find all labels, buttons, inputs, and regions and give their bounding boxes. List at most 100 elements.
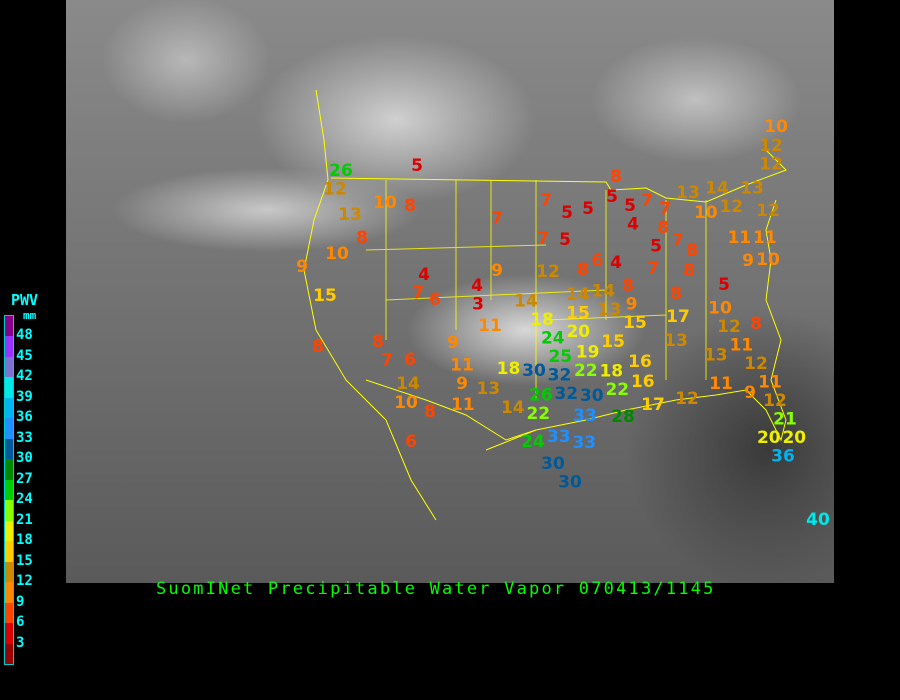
station-pwv-value: 7	[641, 191, 653, 211]
station-pwv-value: 22	[526, 404, 550, 424]
station-pwv-value: 24	[541, 329, 565, 349]
station-pwv-value: 6	[591, 251, 603, 271]
color-band	[5, 541, 13, 562]
station-pwv-value: 8	[404, 196, 416, 216]
color-band	[5, 520, 13, 542]
station-pwv-value: 8	[750, 314, 762, 334]
station-pwv-value: 15	[623, 313, 647, 333]
station-pwv-value: 30	[541, 454, 565, 474]
color-band	[5, 397, 13, 419]
station-pwv-value: 8	[610, 167, 622, 187]
color-band	[5, 602, 13, 624]
station-pwv-value: 12	[675, 389, 699, 409]
station-pwv-value: 8	[657, 218, 669, 238]
station-pwv-value: 11	[729, 336, 753, 356]
color-band	[5, 459, 13, 480]
station-pwv-value: 12	[719, 197, 743, 217]
station-pwv-value: 11	[478, 316, 502, 336]
station-pwv-value: 18	[497, 359, 521, 379]
color-scale-label: 39	[16, 388, 33, 405]
station-pwv-value: 9	[456, 374, 468, 394]
station-pwv-value: 28	[611, 407, 635, 427]
station-pwv-value: 9	[296, 257, 308, 277]
satellite-map: 26 12 13 10 8 5 8 10 9 15 8 8 7 6 4 7 6 4 3 7 9 11 9 11 9 13 11 14 1…	[66, 0, 834, 583]
station-pwv-value: 5	[718, 275, 730, 295]
station-pwv-value: 11	[709, 374, 733, 394]
station-pwv-value: 40	[806, 510, 830, 530]
station-pwv-value: 20	[782, 428, 806, 448]
station-pwv-value: 6	[405, 432, 417, 452]
map-title: SuomINet Precipitable Water Vapor 070413…	[156, 579, 716, 599]
station-pwv-value: 25	[548, 347, 572, 367]
west-coast	[303, 89, 437, 521]
station-pwv-value: 13	[740, 179, 764, 199]
station-pwv-value: 32	[554, 384, 578, 404]
station-pwv-value: 13	[664, 331, 688, 351]
color-band	[5, 500, 13, 521]
station-pwv-value: 12	[763, 391, 787, 411]
color-scale-label: 12	[16, 573, 33, 590]
station-pwv-value: 10	[708, 299, 732, 319]
station-pwv-value: 5	[411, 156, 423, 176]
color-band	[5, 418, 13, 439]
color-scale-label: 45	[16, 347, 33, 364]
station-pwv-value: 7	[412, 283, 424, 303]
station-pwv-value: 12	[536, 262, 560, 282]
station-pwv-value: 7	[540, 191, 552, 211]
station-pwv-value: 11	[727, 228, 751, 248]
station-pwv-value: 30	[558, 472, 582, 492]
legend-title: PWV	[11, 291, 39, 309]
station-pwv-value: 13	[598, 300, 622, 320]
station-pwv-value: 9	[491, 261, 503, 281]
color-band	[5, 582, 13, 603]
color-band	[5, 356, 13, 378]
station-pwv-value: 12	[759, 136, 783, 156]
color-scale-label: 27	[16, 470, 33, 487]
station-pwv-value: 32	[548, 366, 572, 386]
station-pwv-value: 4	[627, 214, 639, 234]
station-pwv-value: 30	[522, 361, 546, 381]
color-band	[5, 377, 13, 398]
station-pwv-value: 11	[758, 373, 782, 393]
station-pwv-value: 6	[404, 350, 416, 370]
color-band	[5, 316, 13, 337]
station-pwv-value: 14	[514, 292, 538, 312]
station-pwv-value: 15	[313, 286, 337, 306]
station-pwv-value: 8	[372, 332, 384, 352]
station-pwv-value: 12	[756, 201, 780, 221]
station-pwv-value: 4	[418, 265, 430, 285]
station-pwv-value: 13	[476, 379, 500, 399]
station-pwv-value: 18	[530, 310, 554, 330]
station-pwv-value: 14	[705, 178, 729, 198]
station-pwv-value: 8	[577, 260, 589, 280]
station-pwv-value: 10	[373, 193, 397, 213]
station-pwv-value: 15	[601, 332, 625, 352]
station-pwv-value: 15	[566, 303, 590, 323]
station-pwv-value: 7	[672, 231, 684, 251]
station-pwv-value: 21	[773, 410, 797, 430]
color-scale-label: 18	[16, 532, 33, 549]
station-pwv-value: 9	[742, 251, 754, 271]
station-pwv-value: 8	[686, 241, 698, 261]
color-scale-label: 3	[16, 634, 25, 651]
station-pwv-value: 30	[580, 386, 604, 406]
station-pwv-value: 26	[329, 161, 353, 181]
station-pwv-value: 5	[582, 199, 594, 219]
station-pwv-value: 5	[559, 230, 571, 250]
color-scale-label: 42	[16, 368, 33, 385]
station-pwv-value: 11	[451, 395, 475, 415]
color-scale-label: 30	[16, 450, 33, 467]
station-pwv-value: 5	[606, 187, 618, 207]
station-pwv-value: 11	[753, 228, 777, 248]
station-pwv-value: 7	[647, 259, 659, 279]
color-scale-label: 36	[16, 409, 33, 426]
color-band	[5, 336, 13, 357]
station-pwv-value: 8	[683, 261, 695, 281]
color-band	[5, 643, 13, 664]
station-pwv-value: 9	[626, 294, 638, 314]
color-band	[5, 623, 13, 644]
color-scale-label: 15	[16, 552, 33, 569]
station-pwv-value: 16	[628, 352, 652, 372]
color-scale-label: 33	[16, 429, 33, 446]
